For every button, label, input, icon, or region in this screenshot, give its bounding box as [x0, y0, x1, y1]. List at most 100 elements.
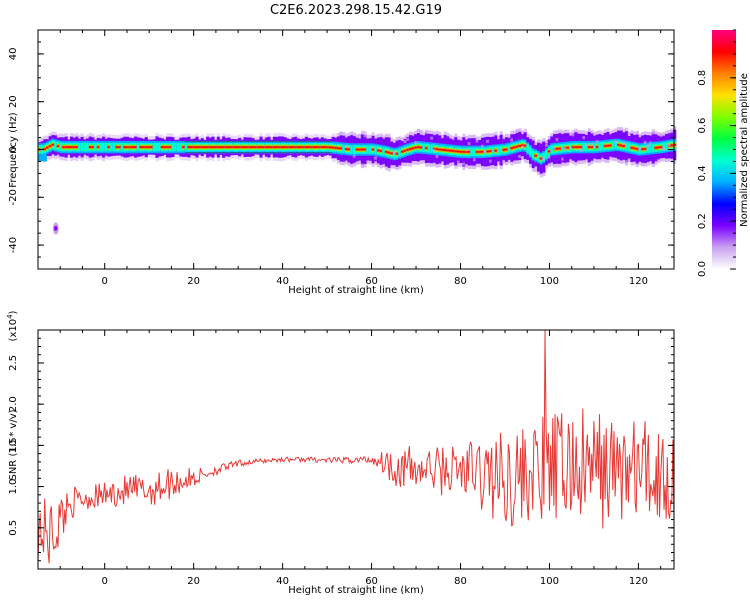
y-tick-label: 20 — [8, 95, 19, 108]
heat-speckle — [472, 158, 476, 162]
heat-cell — [478, 151, 482, 153]
heat-cell — [539, 157, 543, 160]
heat-speckle — [430, 136, 434, 140]
snr-frame — [37, 329, 675, 570]
heat-cell — [296, 146, 301, 148]
heat-cell — [366, 145, 370, 154]
heat-cell — [288, 146, 293, 148]
heat-cell — [350, 145, 354, 154]
heat-cell — [529, 147, 533, 156]
heat-cell — [150, 146, 154, 148]
heat-speckle — [545, 143, 549, 147]
heat-cell — [657, 146, 661, 149]
heat-cell — [152, 142, 156, 152]
heat-cell — [278, 146, 282, 148]
heat-cell — [430, 144, 434, 153]
heat-cell — [630, 146, 634, 149]
heat-speckle — [585, 143, 589, 147]
y-tick-label: 0.5 — [8, 520, 19, 536]
heat-cell — [86, 142, 90, 152]
heat-speckle — [518, 155, 522, 159]
heat-speckle — [542, 157, 546, 161]
heat-cell — [446, 149, 450, 152]
heat-cell — [158, 142, 162, 152]
heat-cell — [214, 146, 218, 148]
heat-cell — [606, 144, 610, 147]
heat-cell — [208, 146, 212, 148]
heat-cell — [521, 144, 525, 147]
heat-cell — [216, 146, 220, 148]
heat-speckle — [424, 130, 428, 134]
heat-cell — [619, 144, 623, 147]
heat-isolated-blob — [54, 225, 58, 231]
heat-cell — [374, 145, 378, 155]
heat-cell — [67, 146, 71, 148]
heat-cell — [83, 142, 87, 152]
heat-cell — [414, 146, 418, 149]
heat-cell — [200, 146, 204, 148]
spectrogram-axis-ticks: 0 20 40 60 80 100 120 40 20 0 -20 -40 — [8, 29, 674, 287]
heat-speckle — [646, 144, 650, 148]
heat-cell — [400, 150, 405, 153]
heat-cell — [243, 146, 247, 148]
heat-cell — [70, 146, 74, 148]
heat-cell — [470, 147, 474, 157]
heat-cell — [494, 149, 498, 152]
heat-cell — [518, 145, 522, 147]
heat-cell — [627, 142, 631, 152]
heat-cell — [264, 146, 268, 148]
heat-cell — [136, 142, 140, 152]
heat-cell — [198, 146, 202, 148]
heat-cell — [504, 148, 509, 151]
heat-cell — [382, 147, 386, 156]
heat-cell — [512, 146, 517, 149]
heat-cell — [601, 142, 605, 151]
colorbar-tick-label: 0.8 — [697, 70, 708, 86]
heat-cell — [310, 146, 314, 148]
heat-cell — [275, 146, 279, 148]
heat-cell — [54, 141, 58, 150]
heat-cell — [443, 149, 447, 151]
heat-cell — [320, 146, 325, 148]
heat-speckle — [614, 140, 618, 144]
heat-cell — [128, 146, 132, 148]
heat-cell — [635, 148, 639, 150]
heat-cell — [462, 151, 466, 153]
heat-cell — [176, 142, 180, 152]
spectrogram-ylabel: Frequency (Hz) — [8, 112, 19, 188]
heat-cell — [654, 146, 658, 149]
heat-cell — [251, 146, 255, 148]
heat-cell — [376, 149, 381, 152]
heat-speckle — [649, 141, 653, 145]
heat-cell — [411, 147, 415, 150]
heat-speckle — [521, 145, 525, 149]
heat-speckle — [419, 129, 423, 133]
heat-speckle — [475, 139, 479, 143]
heat-speckle — [464, 148, 468, 152]
heat-cell — [323, 146, 327, 148]
heat-cell — [355, 148, 359, 151]
heat-cell — [163, 146, 167, 148]
heat-cell — [545, 149, 549, 159]
x-tick-label: 20 — [187, 276, 200, 287]
heat-cell — [94, 142, 98, 152]
heat-cell — [609, 144, 613, 147]
heat-speckle — [462, 162, 466, 166]
heat-cell — [440, 148, 445, 151]
heat-speckle — [659, 133, 663, 137]
snr-xlabel: Height of straight line (km) — [288, 585, 424, 596]
heat-cell — [336, 147, 341, 149]
heat-cell — [184, 142, 188, 152]
heat-speckle — [571, 133, 575, 137]
heat-cell — [422, 143, 426, 153]
heat-cell — [38, 154, 47, 162]
spectrogram-xlabel: Height of straight line (km) — [288, 285, 424, 296]
heat-cell — [424, 147, 429, 149]
y-tick-label: 1.5 — [8, 437, 19, 453]
heat-cell — [126, 146, 130, 148]
heat-cell — [480, 151, 485, 153]
heat-cell — [379, 150, 383, 152]
heat-cell — [342, 144, 346, 154]
heat-speckle — [673, 126, 677, 130]
heat-cell — [131, 146, 135, 148]
